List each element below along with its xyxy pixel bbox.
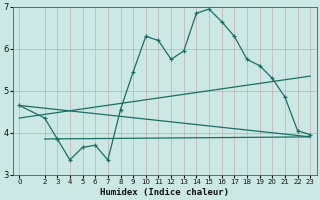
X-axis label: Humidex (Indice chaleur): Humidex (Indice chaleur) xyxy=(100,188,229,197)
